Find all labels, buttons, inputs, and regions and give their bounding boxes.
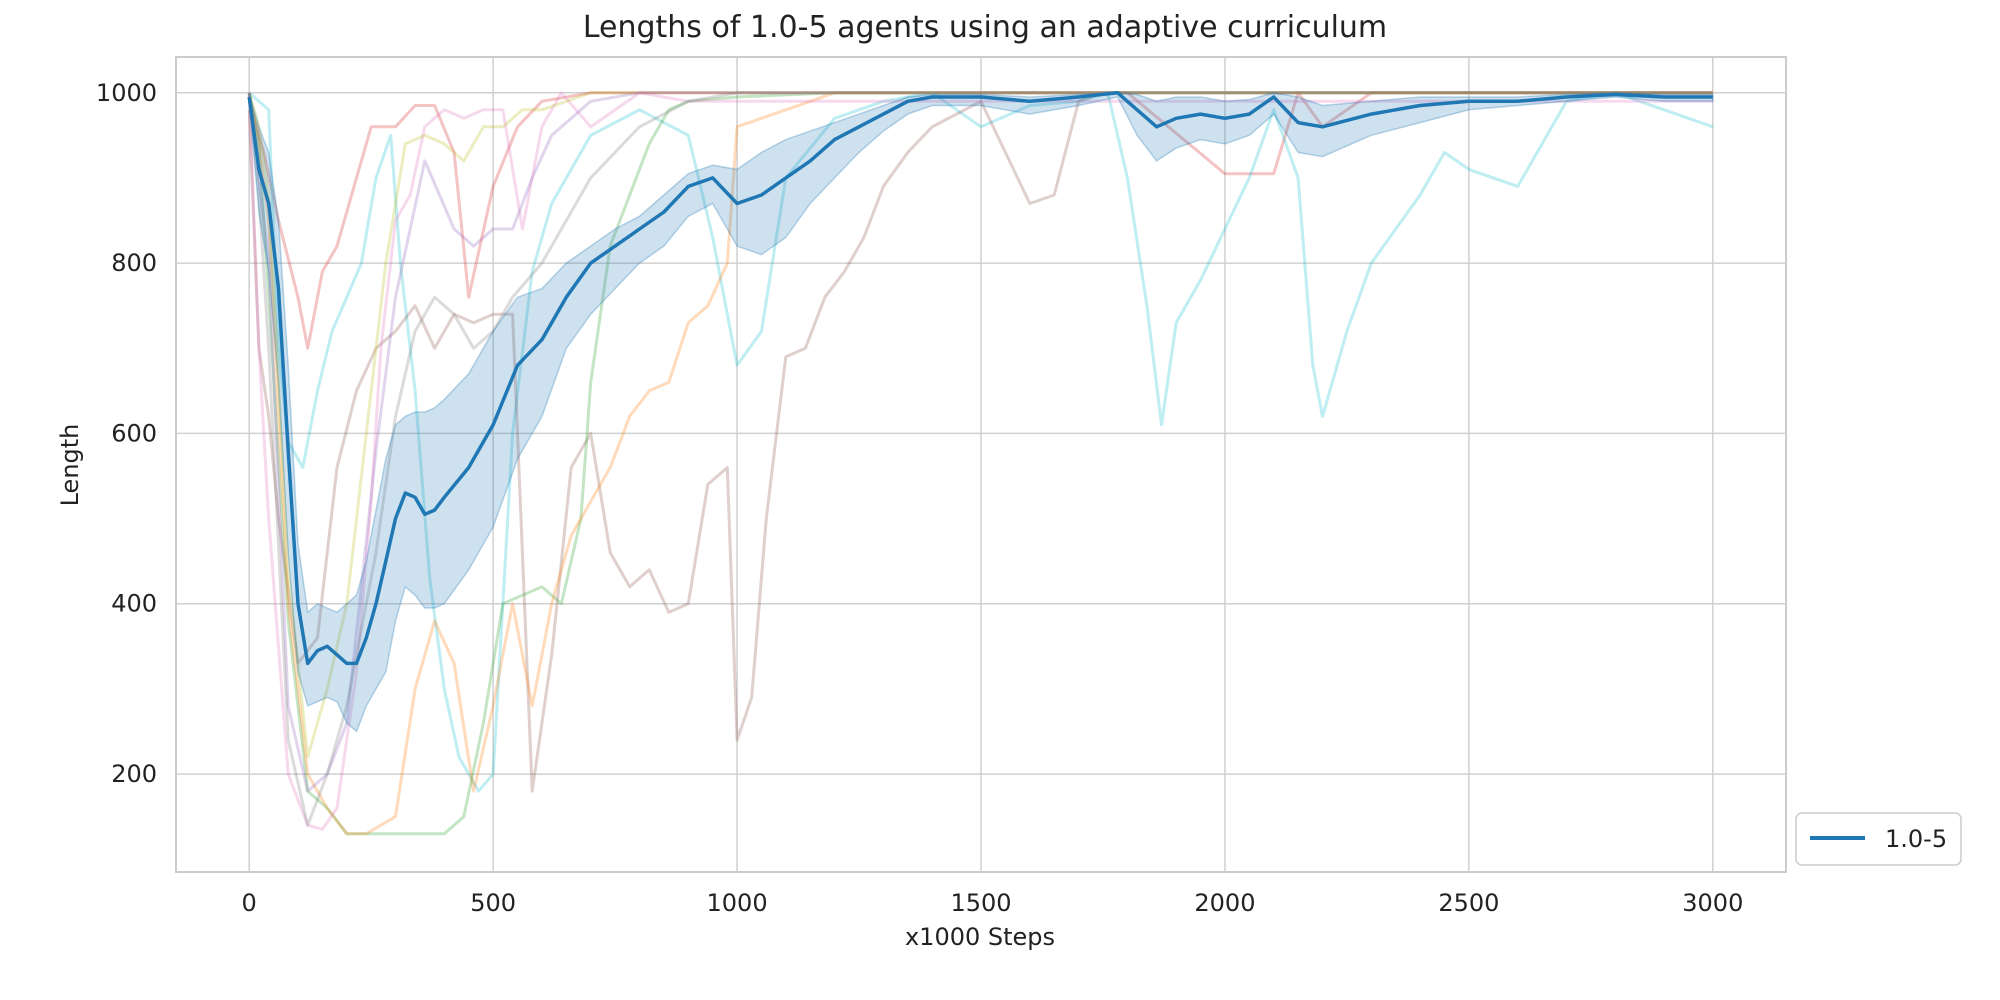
plot-area [247, 91, 1714, 836]
mean-series-line [247, 91, 1713, 666]
individual-run-line [247, 91, 1713, 827]
y-tick-label: 1000 [96, 79, 157, 107]
x-tick-label: 500 [470, 889, 516, 917]
legend-box [1795, 812, 1962, 866]
x-tick-label: 2500 [1438, 889, 1499, 917]
x-tick-label: 2000 [1194, 889, 1255, 917]
y-axis-label: Length [56, 424, 84, 507]
x-tick-label: 1000 [707, 889, 768, 917]
x-tick-label: 1500 [950, 889, 1011, 917]
individual-run-line [247, 91, 1713, 350]
x-axis-label: x1000 Steps [905, 923, 1055, 951]
grid [176, 57, 1786, 872]
individual-run-line [247, 91, 1713, 836]
x-tick-labels: 0 500 1000 1500 2000 2500 3000 [242, 889, 1744, 917]
legend-label: 1.0-5 [1885, 825, 1947, 853]
y-tick-labels: 200 400 600 800 1000 [96, 79, 157, 788]
x-tick-label: 3000 [1682, 889, 1743, 917]
individual-run-line [247, 91, 1713, 836]
y-tick-label: 400 [111, 590, 157, 618]
individual-run-line [248, 91, 1714, 793]
y-tick-label: 200 [111, 760, 157, 788]
y-tick-label: 600 [111, 419, 157, 447]
individual-run-line [247, 91, 1713, 793]
confidence-band [248, 92, 1714, 733]
x-tick-label: 0 [242, 889, 257, 917]
y-tick-label: 800 [111, 249, 157, 277]
individual-run-line [247, 91, 1713, 793]
individual-runs [247, 91, 1714, 836]
legend: 1.0-5 [1795, 812, 1962, 866]
axes-frame [175, 56, 1787, 873]
individual-run-line [247, 91, 1713, 759]
chart-title: Lengths of 1.0-5 agents using an adaptiv… [583, 10, 1387, 45]
individual-run-line [247, 91, 1713, 831]
